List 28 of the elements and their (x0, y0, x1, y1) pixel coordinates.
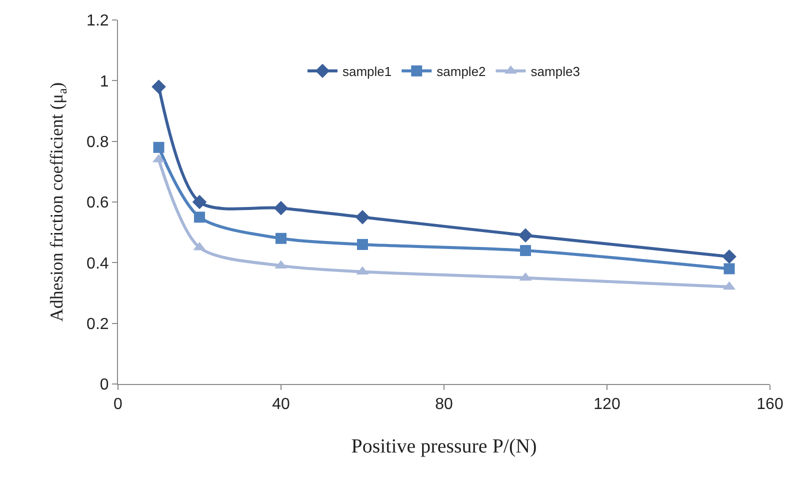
x-axis-title: Positive pressure P/(N) (351, 436, 537, 458)
legend-label: sample3 (530, 64, 580, 79)
y-tick-label: 0.2 (86, 316, 109, 333)
x-tick-label: 40 (272, 396, 290, 414)
y-tick-label: 0 (100, 376, 109, 394)
point (192, 194, 207, 210)
point (520, 245, 531, 256)
point (357, 238, 368, 250)
y-tick-label: 0.8 (86, 134, 109, 151)
legend-label: sample1 (342, 64, 392, 79)
point (724, 263, 735, 274)
y-tick-label: 0.4 (86, 255, 109, 272)
point (152, 80, 166, 94)
point (355, 210, 370, 224)
y-tick-label: 1 (100, 73, 109, 90)
point (194, 212, 205, 223)
point (274, 200, 288, 216)
point (276, 232, 286, 244)
x-tick-label: 80 (435, 396, 453, 414)
x-tick-label: 120 (594, 396, 620, 414)
point (518, 228, 533, 243)
legend-label: sample2 (436, 64, 486, 79)
x-tick-label: 160 (756, 396, 784, 414)
point (722, 249, 736, 264)
x-tick-label: 0 (114, 396, 123, 414)
y-tick-label: 1.2 (86, 12, 109, 30)
point (153, 142, 164, 153)
y-tick-label: 0.6 (86, 194, 109, 212)
